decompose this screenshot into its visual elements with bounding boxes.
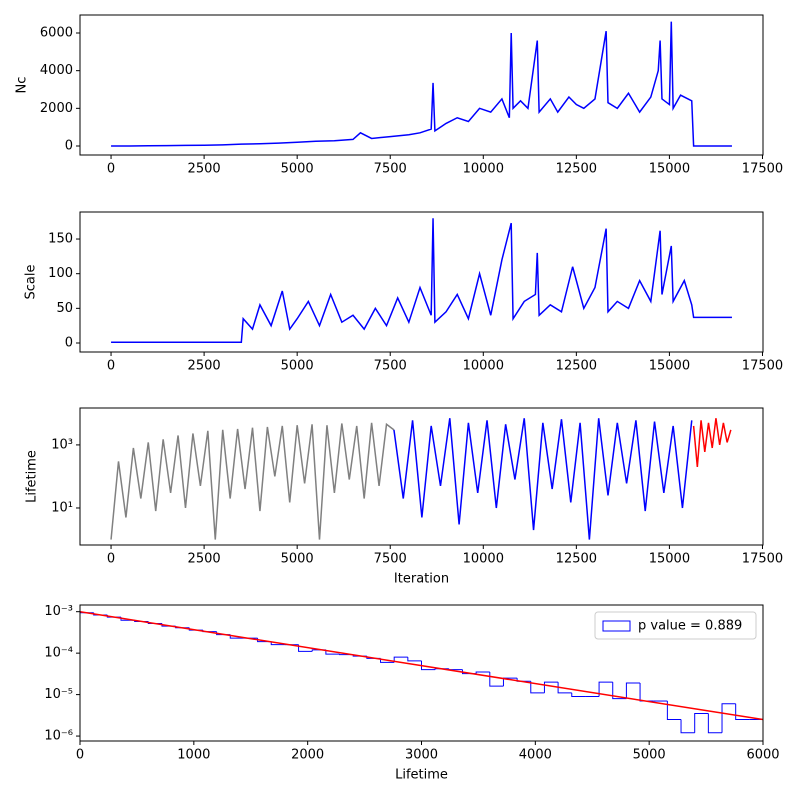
- histogram-bin: [680, 719, 695, 734]
- x-tick-label: 7500: [374, 359, 407, 374]
- line-series: [110, 422, 395, 540]
- y-axis-label: Scale: [24, 265, 39, 300]
- x-tick-label: 0: [107, 552, 115, 567]
- y-tick-label: 100: [48, 266, 73, 281]
- x-tick-label: 6000: [746, 748, 779, 763]
- histogram-bin: [530, 681, 545, 694]
- x-tick-label: 15000: [649, 552, 690, 567]
- y-tick-label: 10⁻⁶: [44, 729, 73, 744]
- y-tick-label: 4000: [40, 63, 73, 78]
- x-axis-label: Iteration: [394, 572, 449, 587]
- x-tick-label: 17500: [742, 162, 783, 177]
- axes-frame: [79, 407, 764, 546]
- x-tick-label: 17500: [742, 552, 783, 567]
- x-tick-label: 1000: [177, 748, 210, 763]
- x-tick-label: 2500: [188, 552, 221, 567]
- line-series: [111, 21, 732, 147]
- x-tick-label: 7500: [374, 552, 407, 567]
- legend-swatch: [602, 620, 631, 632]
- plot-area: [111, 218, 732, 344]
- y-tick-label: 0: [65, 335, 73, 350]
- legend-label: p value = 0.889: [638, 619, 742, 634]
- plot-area: [111, 21, 732, 147]
- axes-frame: [79, 211, 764, 353]
- x-tick-label: 2500: [188, 359, 221, 374]
- histogram-bin: [421, 660, 436, 671]
- y-tick-label: 0: [65, 138, 73, 153]
- y-tick-label: 50: [56, 301, 73, 316]
- y-tick-label: 10³: [51, 437, 73, 452]
- y-tick-label: 10⁻⁵: [44, 687, 73, 702]
- histogram-bin: [489, 672, 504, 687]
- x-tick-label: 0: [107, 359, 115, 374]
- x-tick-label: 2500: [188, 162, 221, 177]
- x-tick-label: 10000: [463, 162, 504, 177]
- histogram-bin: [543, 681, 559, 693]
- x-tick-label: 5000: [633, 748, 666, 763]
- histogram-bin: [407, 657, 422, 662]
- y-axis-label: Nc: [15, 77, 30, 94]
- panel: 0 2500 5000 7500 10000 12500 15000 17500 10¹ 10³ L…: [25, 407, 783, 587]
- histogram-bin: [721, 703, 736, 733]
- histogram-bin: [598, 681, 613, 697]
- histogram-bin: [707, 713, 723, 734]
- y-tick-label: 10¹: [51, 500, 73, 515]
- x-tick-label: 5000: [281, 162, 314, 177]
- x-tick-label: 10000: [463, 359, 504, 374]
- y-tick-label: 10⁻⁴: [44, 646, 73, 661]
- x-tick-label: 17500: [742, 359, 783, 374]
- panel: 0 2500 5000 7500 10000 12500 15000 17500 0 2000 40…: [15, 14, 783, 177]
- histogram-bin: [625, 682, 641, 699]
- x-tick-label: 2000: [291, 748, 324, 763]
- panel: 0 2500 5000 7500 10000 12500 15000 17500 0 50 100 1…: [24, 211, 783, 374]
- line-series: [393, 418, 693, 540]
- axes-frame: [79, 604, 764, 742]
- histogram-bin: [666, 701, 682, 721]
- histogram-bin: [735, 703, 750, 721]
- x-tick-label: 3000: [405, 748, 438, 763]
- histogram-bin: [639, 683, 654, 702]
- x-tick-label: 0: [107, 162, 115, 177]
- x-tick-label: 12500: [556, 359, 597, 374]
- y-tick-label: 10⁻³: [44, 604, 73, 619]
- x-tick-label: 12500: [556, 162, 597, 177]
- x-tick-label: 10000: [463, 552, 504, 567]
- x-tick-label: 15000: [649, 359, 690, 374]
- x-tick-label: 5000: [281, 359, 314, 374]
- x-axis-label: Lifetime: [395, 768, 448, 783]
- histogram-bin: [80, 612, 94, 741]
- line-series: [692, 418, 732, 468]
- panel: 0 1000 2000 3000 4000 5000 6000 10⁻⁶ 10⁻⁵ 10⁻⁴ 10⁻…: [44, 604, 779, 782]
- axes-frame: [79, 14, 764, 156]
- x-tick-label: 12500: [556, 552, 597, 567]
- x-tick-label: 5000: [281, 552, 314, 567]
- histogram-bin: [475, 671, 490, 674]
- histogram-bin: [749, 719, 763, 741]
- histogram-bin: [612, 682, 627, 700]
- x-tick-label: 0: [76, 748, 84, 763]
- histogram-bin: [571, 692, 586, 697]
- x-tick-label: 7500: [374, 162, 407, 177]
- y-tick-label: 150: [48, 232, 73, 247]
- x-tick-label: 15000: [649, 162, 690, 177]
- y-tick-label: 2000: [40, 101, 73, 116]
- fit-line: [80, 610, 763, 721]
- histogram-bin: [557, 682, 572, 694]
- line-series: [111, 218, 732, 344]
- y-axis-label: Lifetime: [25, 450, 40, 503]
- legend-box: [594, 611, 757, 640]
- histogram-bin: [694, 713, 709, 733]
- y-tick-label: 6000: [40, 26, 73, 41]
- plot-area: [80, 610, 763, 741]
- plot-area: [110, 418, 732, 540]
- x-tick-label: 4000: [519, 748, 552, 763]
